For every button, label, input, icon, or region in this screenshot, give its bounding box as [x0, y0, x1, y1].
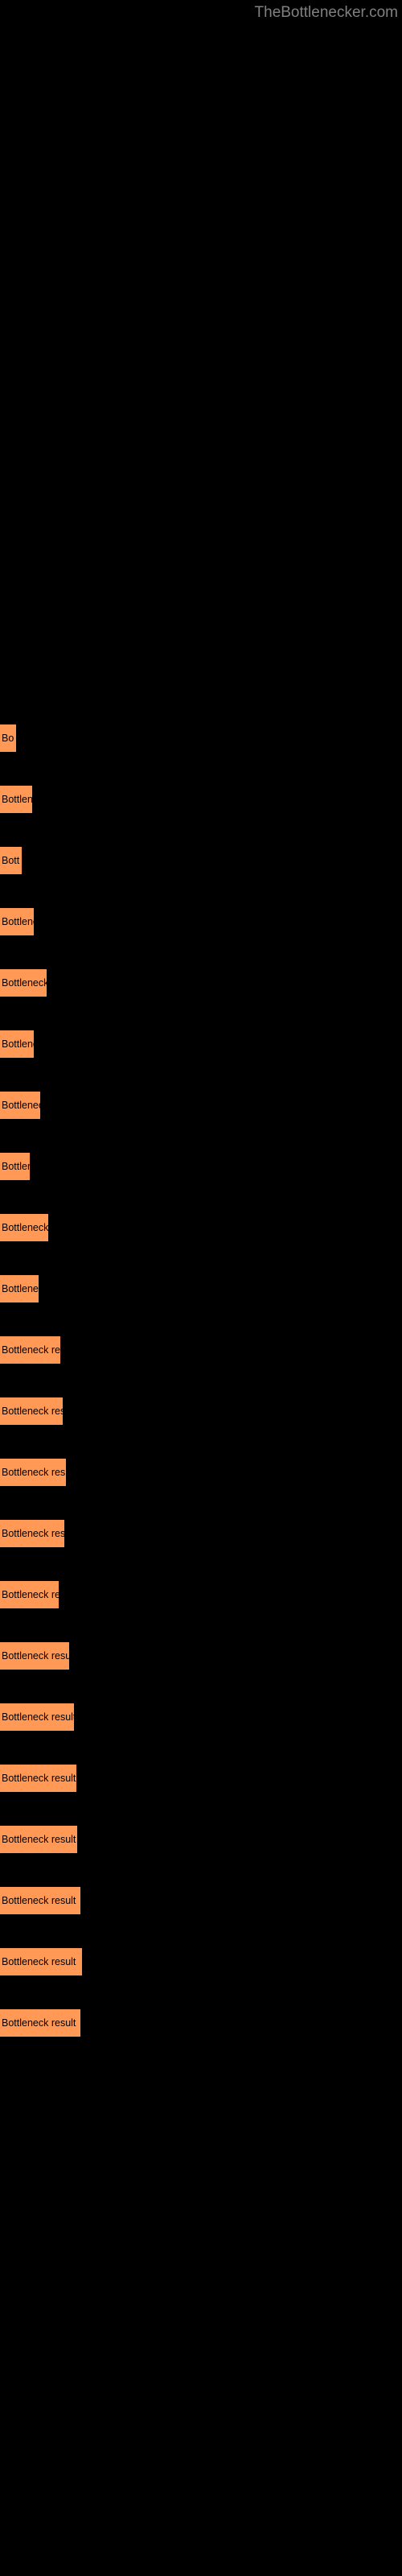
- bar-chart: Bo Bottlene Bott Bottlened Bottleneck re Bott…: [0, 0, 402, 2037]
- bar-row: Bottlened: [0, 1030, 402, 1058]
- bar-row: Bottleneck result: [0, 1887, 402, 1914]
- bar-row: Bottleneck result: [0, 1948, 402, 1975]
- bar: Bottler: [0, 1153, 30, 1180]
- bar: Bottleneck resu: [0, 1581, 59, 1608]
- bar: Bottlene: [0, 786, 32, 813]
- bar: Bottleneck result: [0, 1703, 74, 1731]
- bar-row: Bottleneck result: [0, 1520, 402, 1547]
- watermark: TheBottlenecker.com: [255, 4, 398, 22]
- bar: Bottleneck result: [0, 1765, 76, 1792]
- bar: Bottlened: [0, 1030, 34, 1058]
- bar-row: Bottleneck result: [0, 2009, 402, 2037]
- bar: Bottleneck re: [0, 1214, 48, 1241]
- bar: Bott: [0, 847, 22, 874]
- bar-row: Bottleneck result: [0, 1765, 402, 1792]
- bar-row: Bottleneck: [0, 1092, 402, 1119]
- bar-row: Bottleneck result: [0, 1826, 402, 1853]
- bar: Bottlened: [0, 908, 34, 935]
- bar: Bottleneck result: [0, 1642, 69, 1670]
- bar: Bottleneck result: [0, 1948, 82, 1975]
- bar-row: Bottlened: [0, 908, 402, 935]
- bar-row: Bottleneck result: [0, 1397, 402, 1425]
- bar: Bottleneck result: [0, 1520, 64, 1547]
- bar-row: Bottleneck result: [0, 1336, 402, 1364]
- bar: Bottleneck result: [0, 1336, 60, 1364]
- bar: Bo: [0, 724, 16, 752]
- bar: Bottleneck result: [0, 1887, 80, 1914]
- bar: Bottleneck result: [0, 2009, 80, 2037]
- bar: Bottlenec: [0, 1275, 39, 1302]
- bar-row: Bottleneck re: [0, 969, 402, 997]
- bar-row: Bott: [0, 847, 402, 874]
- bar-row: Bottleneck re: [0, 1214, 402, 1241]
- bar-row: Bottlenec: [0, 1275, 402, 1302]
- bar-row: Bottler: [0, 1153, 402, 1180]
- bar: Bottleneck result: [0, 1459, 66, 1486]
- bar-row: Bottleneck result: [0, 1642, 402, 1670]
- bar-row: Bottleneck resu: [0, 1581, 402, 1608]
- bar: Bottleneck result: [0, 1826, 77, 1853]
- bar-row: Bottleneck result: [0, 1703, 402, 1731]
- bar-row: Bottlene: [0, 786, 402, 813]
- bar-row: Bottleneck result: [0, 1459, 402, 1486]
- bar-row: Bo: [0, 724, 402, 752]
- bar: Bottleneck: [0, 1092, 40, 1119]
- bar: Bottleneck result: [0, 1397, 63, 1425]
- bar: Bottleneck re: [0, 969, 47, 997]
